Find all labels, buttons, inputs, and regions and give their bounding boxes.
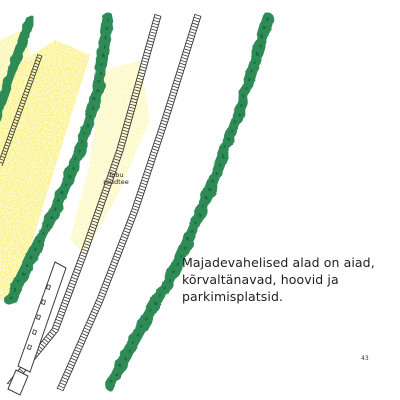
railway-track (56, 13, 202, 392)
railway-label-line: raudtee (103, 178, 129, 186)
caption-line: Majadevahelised alad on aiad, (182, 255, 375, 270)
railway-track (0, 53, 43, 167)
train (7, 261, 67, 396)
railway-label: Tobu raudtee (101, 172, 131, 186)
caption-line: kõrvaltänavad, hoovid ja (182, 272, 339, 287)
page-number: 43 (361, 355, 369, 362)
tree-row (0, 15, 35, 121)
railway-label-line: Tobu (108, 171, 124, 179)
caption-text: Majadevahelised alad on aiad, kõrvaltäna… (182, 254, 387, 305)
tree-row (4, 12, 114, 306)
caption-line: parkimisplatsid. (182, 289, 284, 304)
tree-row (104, 12, 274, 391)
